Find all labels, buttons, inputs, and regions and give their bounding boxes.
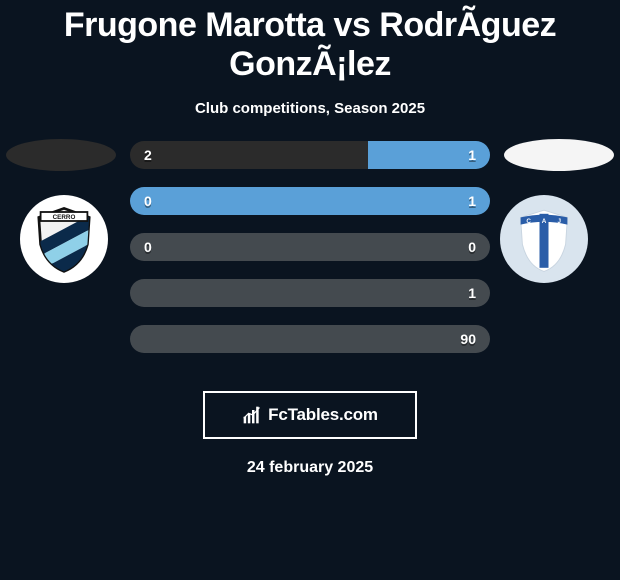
stat-row: Matches21 [130,141,490,169]
club-crest-left: CERRO [20,195,120,281]
stat-bar [130,233,490,261]
svg-text:C: C [526,218,531,225]
stat-bar [130,187,490,215]
club-crest-right: C A J [500,195,600,281]
stat-value-right: 0 [468,239,476,255]
subtitle: Club competitions, Season 2025 [0,100,620,117]
brand-text: FcTables.com [268,405,378,425]
stat-row: Goals per match1 [130,279,490,307]
stat-row: Min per goal90 [130,325,490,353]
player-left-head [6,139,116,171]
crest-left-circle: CERRO [20,195,108,283]
stat-bar-segment [130,141,368,169]
stat-bar [130,325,490,353]
stat-bar-segment [130,325,490,353]
stat-bar-segment [130,279,490,307]
stat-bar-segment [130,187,490,215]
barchart-icon [242,405,262,425]
stat-value-right: 90 [460,331,476,347]
date-text: 24 february 2025 [0,459,620,477]
stat-value-right: 1 [468,147,476,163]
stat-value-right: 1 [468,285,476,301]
svg-text:A: A [542,218,547,225]
title: Frugone Marotta vs RodrÃ­guez GonzÃ¡lez [0,0,620,84]
infographic-root: Frugone Marotta vs RodrÃ­guez GonzÃ¡lez … [0,0,620,580]
stat-value-right: 1 [468,193,476,209]
shield-icon: C A J [508,203,580,275]
stat-bar-segment [130,233,490,261]
stat-row: Hattricks00 [130,233,490,261]
svg-text:J: J [558,218,562,225]
stat-bar [130,141,490,169]
stat-rows: Matches21Goals01Hattricks00Goals per mat… [130,141,490,371]
comparison-arena: CERRO C A J Matches21Goals01Hattricks00G… [0,141,620,371]
shield-icon: CERRO [28,203,100,275]
stat-value-left: 0 [144,239,152,255]
crest-left-label: CERRO [53,214,76,221]
player-right-head [504,139,614,171]
stat-row: Goals01 [130,187,490,215]
stat-value-left: 0 [144,193,152,209]
stat-bar [130,279,490,307]
stat-value-left: 2 [144,147,152,163]
brand-box: FcTables.com [203,391,417,439]
crest-right-circle: C A J [500,195,588,283]
